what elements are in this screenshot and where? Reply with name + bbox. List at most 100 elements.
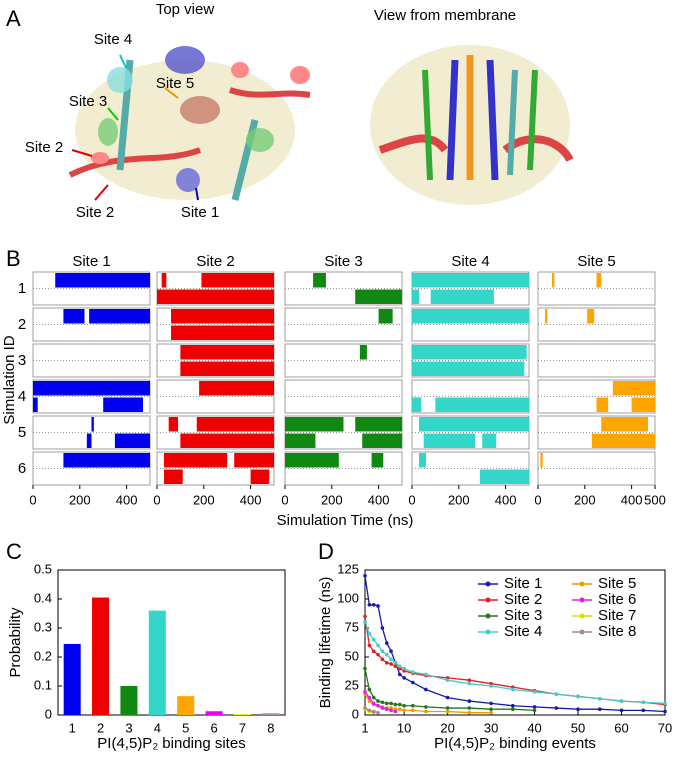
- point: [384, 641, 389, 645]
- point: [619, 708, 624, 713]
- legend-dot: [485, 613, 491, 619]
- x-tick-label: 200: [69, 492, 91, 507]
- x-tick-label: 5: [182, 720, 189, 735]
- series-line: [364, 707, 379, 714]
- x-tick-label: 200: [321, 492, 343, 507]
- binding-interval: [285, 433, 316, 448]
- panel-title: View from membrane: [374, 7, 516, 24]
- x-tick-label: 400: [368, 492, 390, 507]
- binding-interval: [161, 273, 167, 288]
- point: [445, 706, 450, 710]
- point: [363, 690, 367, 694]
- site-label: Site 2: [76, 204, 114, 221]
- y-tick-label: 75: [345, 619, 359, 634]
- binding-interval: [412, 289, 420, 304]
- x-tick-label: 7: [239, 720, 246, 735]
- y-tick-label: 4: [18, 388, 26, 405]
- y-tick-label: 25: [345, 677, 359, 692]
- point: [389, 649, 393, 653]
- x-tick-label: 0: [29, 492, 36, 507]
- point: [363, 666, 367, 671]
- point: [402, 666, 406, 671]
- legend-dot: [579, 629, 585, 635]
- binding-interval: [412, 273, 529, 288]
- binding-interval: [479, 469, 529, 484]
- y-tick-label: 0: [45, 706, 52, 721]
- binding-interval: [234, 453, 274, 468]
- point: [467, 681, 472, 686]
- point: [424, 687, 428, 692]
- site-title: Site 3: [324, 253, 362, 270]
- binding-interval: [359, 345, 367, 360]
- point: [380, 626, 385, 630]
- legend-dot: [485, 581, 491, 587]
- binding-interval: [55, 273, 151, 288]
- point: [424, 709, 428, 714]
- bar: [148, 610, 166, 715]
- legend-dot: [485, 597, 491, 603]
- point: [371, 709, 376, 714]
- point: [411, 680, 415, 685]
- x-tick-label: 20: [440, 720, 454, 735]
- x-tick-label: 400: [495, 492, 517, 507]
- binding-interval: [355, 417, 402, 432]
- x-tick-label: 6: [210, 720, 217, 735]
- binding-interval: [587, 309, 595, 324]
- point: [576, 694, 580, 699]
- site-label: Site 4: [94, 31, 132, 48]
- y-tick-label: 0: [352, 706, 359, 721]
- binding-interval: [412, 361, 525, 376]
- binding-interval: [596, 273, 602, 288]
- legend-label: Site 3: [504, 607, 542, 624]
- binding-interval: [171, 309, 274, 324]
- point: [367, 708, 372, 713]
- point: [376, 643, 380, 648]
- binding-interval: [423, 433, 476, 448]
- x-tick-label: 200: [448, 492, 470, 507]
- point: [384, 707, 389, 711]
- point: [597, 707, 602, 711]
- binding-interval: [180, 433, 274, 448]
- panel-letter: D: [318, 539, 334, 564]
- point: [511, 703, 515, 708]
- point: [467, 699, 472, 703]
- site-label: Site 2: [25, 139, 63, 156]
- point: [532, 705, 537, 709]
- bar: [92, 597, 110, 715]
- y-axis-title: Simulation ID: [1, 335, 18, 424]
- panel-letter: A: [6, 6, 21, 31]
- binding-interval: [419, 453, 427, 468]
- binding-interval: [199, 381, 274, 396]
- point: [663, 701, 667, 706]
- x-tick-label: 0: [534, 492, 541, 507]
- y-tick-label: 100: [337, 590, 359, 605]
- binding-interval: [164, 453, 228, 468]
- binding-interval: [601, 417, 648, 432]
- y-tick-label: 0.5: [34, 561, 52, 576]
- binding-interval: [596, 397, 609, 412]
- point: [363, 574, 367, 578]
- binding-interval: [412, 345, 527, 360]
- binding-interval: [180, 345, 274, 360]
- bar: [63, 643, 81, 715]
- point: [371, 649, 376, 653]
- point: [397, 707, 402, 711]
- point: [367, 687, 372, 692]
- point: [411, 708, 415, 713]
- legend-dot: [579, 597, 585, 603]
- point: [467, 710, 472, 715]
- point: [411, 703, 415, 708]
- binding-interval: [168, 417, 179, 432]
- point: [380, 657, 385, 662]
- legend-dot: [579, 613, 585, 619]
- legend-label: Site 4: [504, 623, 542, 640]
- x-tick-label: 200: [193, 492, 215, 507]
- x-tick-label: 1: [69, 720, 76, 735]
- point: [376, 710, 380, 715]
- x-axis-title: PI(4,5)P₂ binding events: [434, 735, 596, 752]
- point: [467, 678, 472, 682]
- binding-interval: [285, 453, 339, 468]
- x-axis-title: PI(4,5)P₂ binding sites: [97, 735, 245, 752]
- binding-interval: [591, 433, 655, 448]
- x-tick-label: 50: [571, 720, 585, 735]
